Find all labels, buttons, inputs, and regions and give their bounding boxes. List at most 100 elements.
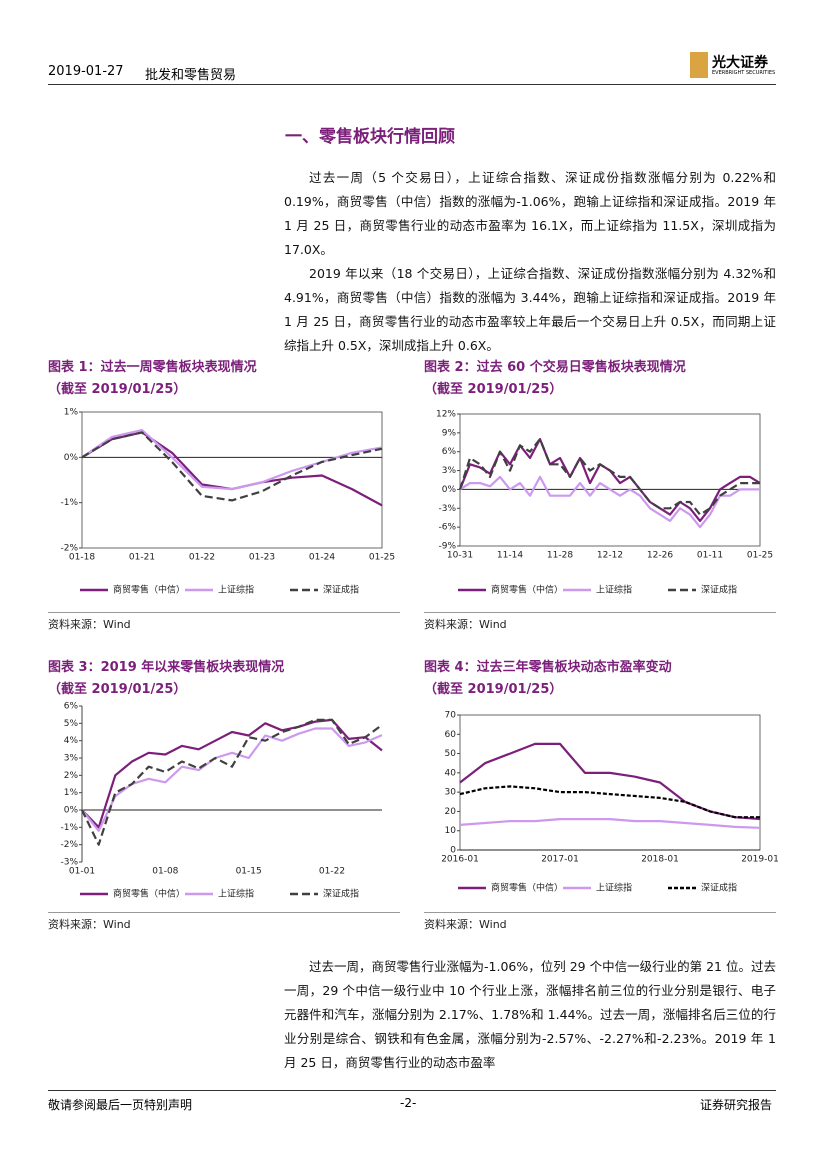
plot-frame xyxy=(459,714,761,851)
x-tick-label: 01-18 xyxy=(69,553,95,563)
y-tick-label: 3% xyxy=(64,754,79,764)
y-tick-label: 10 xyxy=(445,826,457,836)
series-line xyxy=(459,818,761,829)
plot-frame xyxy=(81,411,383,549)
x-tick-label: 01-11 xyxy=(697,551,723,561)
x-tick-label: 12-12 xyxy=(597,551,623,561)
rule xyxy=(424,612,776,613)
rule xyxy=(48,612,400,613)
plot-frame xyxy=(459,413,761,547)
y-tick-label: 50 xyxy=(445,749,457,759)
x-tick-label: 10-31 xyxy=(447,551,473,561)
y-tick-label: -2% xyxy=(60,544,78,554)
x-tick-label: 01-01 xyxy=(69,867,95,877)
y-tick-label: -1% xyxy=(60,498,78,508)
chart-title: 图表 1：过去一周零售板块表现情况 xyxy=(48,360,257,375)
y-tick-label: 70 xyxy=(445,711,457,721)
x-tick-label: 01-08 xyxy=(152,867,178,877)
chart-title: 图表 3：2019 年以来零售板块表现情况 xyxy=(48,660,285,675)
x-tick-label: 01-22 xyxy=(319,867,345,877)
source: 资料来源：Wind xyxy=(48,618,131,631)
series-line xyxy=(459,785,760,819)
page-number: -2- xyxy=(400,1096,417,1110)
chart-subtitle: （截至 2019/01/25） xyxy=(424,682,563,697)
x-tick-label: 01-21 xyxy=(129,553,155,563)
chart: -2% -1% 0% 1% 01-18 01-21 01-22 01-23 01-24 01-25… xyxy=(60,408,395,596)
rule xyxy=(48,912,400,913)
series-line xyxy=(81,718,383,846)
chart: 0 10 20 30 40 50 60 70 2016-01 2017-01 2018-01 2019… xyxy=(441,711,778,894)
series-line xyxy=(459,475,760,529)
source: 资料来源：Wind xyxy=(48,918,131,931)
source: 资料来源：Wind xyxy=(424,618,507,631)
chart: -3% -2% -1% 0% 1% 2% 3% 4% 5% 6% 01-01 01-08 01-15 01… xyxy=(60,702,383,900)
y-tick-label: -9% xyxy=(438,542,456,552)
legend-label: 深证成指 xyxy=(323,888,359,900)
legend-label: 上证综指 xyxy=(218,888,254,900)
paragraph: 2019 年以来（18 个交易日），上证综合指数、深证成份指数涨幅分别为 4.3… xyxy=(284,266,776,353)
rule xyxy=(424,912,776,913)
x-tick-label: 01-22 xyxy=(189,553,215,563)
y-tick-label: 0 xyxy=(450,846,456,856)
series-line xyxy=(459,742,761,821)
x-tick-label: 01-24 xyxy=(309,553,335,563)
source: 资料来源：Wind xyxy=(424,918,507,931)
x-tick-label: 2019-01 xyxy=(741,855,778,865)
series-line xyxy=(81,431,383,507)
y-tick-label: -6% xyxy=(438,523,456,533)
legend-label: 上证综指 xyxy=(218,584,254,596)
y-tick-label: -3% xyxy=(438,504,456,514)
x-tick-label: 12-26 xyxy=(647,551,673,561)
y-tick-label: 9% xyxy=(442,428,457,438)
series-line xyxy=(458,438,760,516)
y-tick-label: 0% xyxy=(64,806,79,816)
x-tick-label: 2016-01 xyxy=(441,855,479,865)
series-line xyxy=(81,727,383,832)
chart-title: 图表 2：过去 60 个交易日零售板块表现情况 xyxy=(424,360,686,375)
footer-rule xyxy=(48,1090,776,1091)
chart-subtitle: （截至 2019/01/25） xyxy=(48,682,187,697)
x-tick-label: 11-14 xyxy=(497,551,523,561)
y-tick-label: 60 xyxy=(445,730,457,740)
x-tick-label: 01-23 xyxy=(249,553,275,563)
y-tick-label: 6% xyxy=(64,702,79,712)
y-tick-label: -3% xyxy=(60,858,78,868)
legend-label: 商贸零售（中信） xyxy=(113,888,185,900)
header-rule xyxy=(48,84,776,85)
paragraph: 过去一周（5 个交易日），上证综合指数、深证成份指数涨幅分别为 0.22%和 0… xyxy=(284,170,776,257)
x-tick-label: 2017-01 xyxy=(541,855,579,865)
logo-en: EVERBRIGHT SECURITIES xyxy=(712,70,776,76)
y-tick-label: 6% xyxy=(442,447,457,457)
footer-left: 敬请参阅最后一页特别声明 xyxy=(48,1098,193,1112)
header-date: 2019-01-27 xyxy=(48,64,124,79)
chart-subtitle: （截至 2019/01/25） xyxy=(424,382,563,397)
y-tick-label: 0% xyxy=(442,485,457,495)
footer-right: 证券研究报告 xyxy=(700,1098,773,1112)
chart: -9% -6% -3% 0% 3% 6% 9% 12% 10-31 11-14 11-28 12-12… xyxy=(436,410,773,596)
legend-label: 商贸零售（中信） xyxy=(113,584,185,596)
x-tick-label: 2018-01 xyxy=(641,855,679,865)
x-tick-label: 01-25 xyxy=(747,551,773,561)
y-tick-label: 20 xyxy=(445,807,457,817)
logo: 光大证券 xyxy=(712,55,768,71)
legend-label: 上证综指 xyxy=(596,882,632,894)
y-tick-label: 30 xyxy=(445,788,457,798)
legend-label: 商贸零售（中信） xyxy=(491,584,563,596)
y-tick-label: 1% xyxy=(64,408,79,418)
series-line xyxy=(458,438,761,522)
section-title: 一、零售板块行情回顾 xyxy=(285,127,455,147)
header-sector: 批发和零售贸易 xyxy=(145,68,237,83)
y-tick-label: 3% xyxy=(442,466,457,476)
y-tick-label: 2% xyxy=(64,771,79,781)
series-line xyxy=(81,431,383,502)
legend-label: 深证成指 xyxy=(701,584,737,596)
legend-label: 商贸零售（中信） xyxy=(491,882,563,894)
logo-icon xyxy=(690,52,708,78)
legend-label: 上证综指 xyxy=(596,584,632,596)
series-line xyxy=(81,718,383,829)
x-tick-label: 01-15 xyxy=(236,867,262,877)
y-tick-label: 5% xyxy=(64,719,79,729)
y-tick-label: 40 xyxy=(445,768,457,778)
series-line xyxy=(81,429,383,491)
